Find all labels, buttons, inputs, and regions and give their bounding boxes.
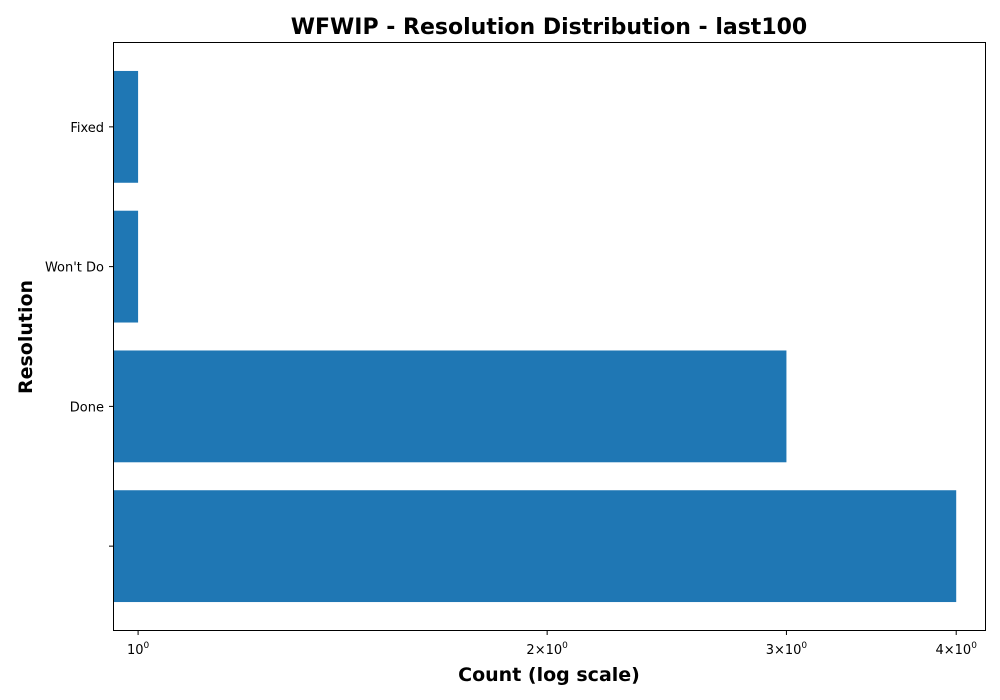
y-tick-label: Fixed xyxy=(70,121,104,136)
x-axis-ticks: 100 2×100 3×100 4×100 xyxy=(127,630,977,658)
y-axis-label: Resolution xyxy=(15,280,37,394)
x-tick-label: 3×100 xyxy=(766,641,808,658)
plot-frame xyxy=(113,42,986,631)
y-tick-label: Done xyxy=(70,400,104,415)
x-tick-label: 4×100 xyxy=(935,641,977,658)
bar-done xyxy=(114,350,787,463)
bar-unlabeled xyxy=(114,490,957,603)
x-tick-label: 100 xyxy=(127,641,150,658)
y-axis-ticks: Done Won't Do Fixed xyxy=(45,121,114,547)
chart-title: WFWIP - Resolution Distribution - last10… xyxy=(291,15,808,40)
bar-fixed xyxy=(114,70,139,183)
x-tick-label: 2×100 xyxy=(526,641,568,658)
x-axis-label: Count (log scale) xyxy=(458,664,640,686)
bar-won-t-do xyxy=(114,210,139,323)
y-tick-label: Won't Do xyxy=(45,261,104,276)
bars-group xyxy=(114,70,957,603)
